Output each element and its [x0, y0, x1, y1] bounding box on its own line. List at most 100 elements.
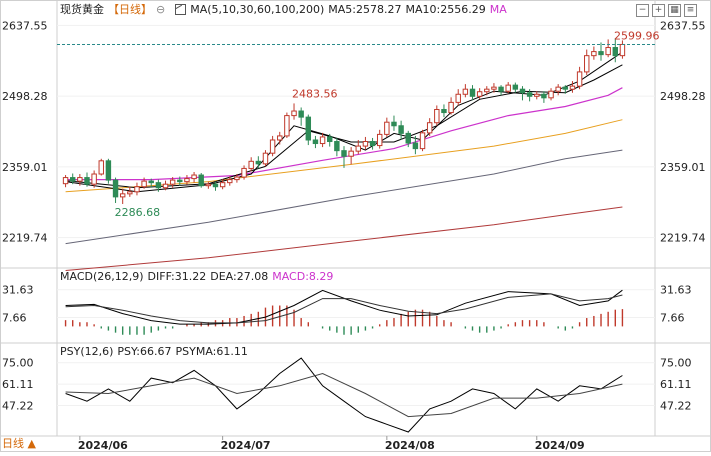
candle-body — [591, 51, 597, 57]
macd-header: MACD(26,12,9) DIFF:31.22 DEA:27.08 MACD:8.2… — [60, 270, 337, 284]
candle-body — [398, 125, 404, 134]
candle-body — [426, 122, 433, 134]
candle-body — [212, 183, 219, 188]
candle-body — [555, 86, 561, 92]
candle-body — [155, 182, 162, 189]
candle-body — [134, 186, 140, 193]
candle-body — [505, 84, 511, 92]
candle-body — [77, 177, 83, 182]
psy-y-tick: 47.22 — [2, 399, 34, 412]
period-tab[interactable]: 日线 ▲ — [2, 437, 36, 450]
low-annotation: 2286.68 — [115, 206, 161, 219]
candle-body — [569, 85, 576, 90]
ma200-line — [65, 206, 623, 271]
candle-body — [227, 179, 233, 184]
dea-line — [65, 293, 623, 324]
candle-body — [269, 139, 276, 154]
candle-body — [476, 91, 483, 97]
candle-body — [391, 121, 397, 127]
ma10-value: MA10:2556.29 — [405, 3, 486, 16]
candle-body — [434, 109, 440, 124]
candle-body — [448, 101, 454, 114]
candle-body — [298, 110, 304, 118]
psyma-value: PSYMA:61.11 — [175, 345, 248, 358]
candle-body — [376, 133, 383, 147]
main-header: 现货黄金 【日线】 ⊖ MA(5,10,30,60,100,200) MA5:2578.… — [60, 3, 511, 17]
ma-more: MA — [489, 3, 507, 16]
candle-body — [526, 92, 533, 97]
layout-grid-button[interactable]: ▦ — [668, 4, 681, 17]
candle-body — [248, 160, 254, 169]
candle-body — [405, 132, 411, 144]
y-tick-label: 2498.28 — [2, 90, 48, 103]
candle-body — [491, 86, 497, 90]
macd-y-tick: 31.63 — [2, 284, 34, 297]
psyma-line — [65, 372, 623, 418]
candle-body — [162, 183, 169, 189]
psy-y-tick: 61.11 — [660, 378, 692, 391]
psy-y-tick: 47.22 — [660, 399, 692, 412]
period-label[interactable]: 【日线】 — [108, 3, 152, 16]
indicator-settings-icon[interactable] — [175, 4, 187, 15]
candle-body — [362, 141, 369, 147]
candle-body — [277, 135, 283, 141]
candle-body — [98, 160, 104, 175]
candle-body — [112, 179, 119, 198]
ma-params[interactable]: MA(5,10,30,60,100,200) — [190, 3, 325, 16]
psy-value: PSY:66.67 — [117, 345, 172, 358]
candle-body — [348, 150, 354, 157]
psy-y-tick: 75.00 — [660, 357, 692, 370]
y-tick-label: 2637.55 — [660, 19, 706, 32]
candle-body — [105, 160, 112, 181]
psy-line — [65, 357, 623, 433]
macd-y-tick: 31.63 — [660, 284, 692, 297]
candle-body — [534, 93, 540, 97]
candle-body — [312, 139, 319, 145]
candle-body — [412, 142, 419, 150]
candle-body — [177, 179, 183, 183]
candle-body — [484, 88, 490, 93]
diff-line — [65, 289, 623, 325]
macd-params[interactable]: MACD(26,12,9) — [60, 270, 144, 283]
x-tick-label: 2024/06 — [78, 439, 128, 452]
candle-body — [205, 183, 212, 187]
menu-button[interactable]: ≡ — [684, 4, 697, 17]
candle-body — [512, 84, 519, 90]
high-annotation: 2483.56 — [292, 87, 338, 100]
y-tick-label: 2359.01 — [660, 161, 706, 174]
candle-body — [619, 43, 626, 57]
candle-body — [305, 116, 312, 141]
instrument-name: 现货黄金 — [60, 3, 104, 16]
candle-body — [469, 88, 476, 97]
y-tick-label: 2219.74 — [660, 232, 706, 245]
candle-body — [169, 179, 176, 185]
candle-body — [334, 141, 340, 152]
collapse-toggle-icon[interactable]: ⊖ — [156, 3, 166, 16]
candle-body — [284, 115, 290, 137]
candle-body — [184, 178, 190, 183]
psy-y-tick: 75.00 — [2, 357, 34, 370]
candle-body — [598, 51, 604, 56]
candle-body — [191, 174, 197, 180]
candle-body — [605, 47, 611, 56]
y-tick-label: 2637.55 — [2, 19, 48, 32]
candle-body — [612, 47, 619, 57]
psy-params[interactable]: PSY(12,6) — [60, 345, 114, 358]
candle-body — [341, 150, 347, 157]
candle-body — [91, 173, 97, 185]
candle-body — [255, 160, 262, 165]
candle-body — [584, 55, 590, 73]
candle-body — [219, 182, 226, 188]
zoom-in-button[interactable]: + — [652, 4, 665, 17]
candle-body — [291, 110, 297, 117]
candle-body — [548, 90, 554, 99]
candle-body — [369, 141, 376, 147]
y-tick-label: 2359.01 — [2, 161, 48, 174]
candle-body — [198, 174, 204, 187]
candle-body — [319, 136, 326, 145]
candle-body — [541, 93, 547, 99]
zoom-out-button[interactable]: − — [636, 4, 649, 17]
last-price-label: 2599.96 — [614, 30, 660, 43]
y-tick-label: 2498.28 — [660, 90, 706, 103]
